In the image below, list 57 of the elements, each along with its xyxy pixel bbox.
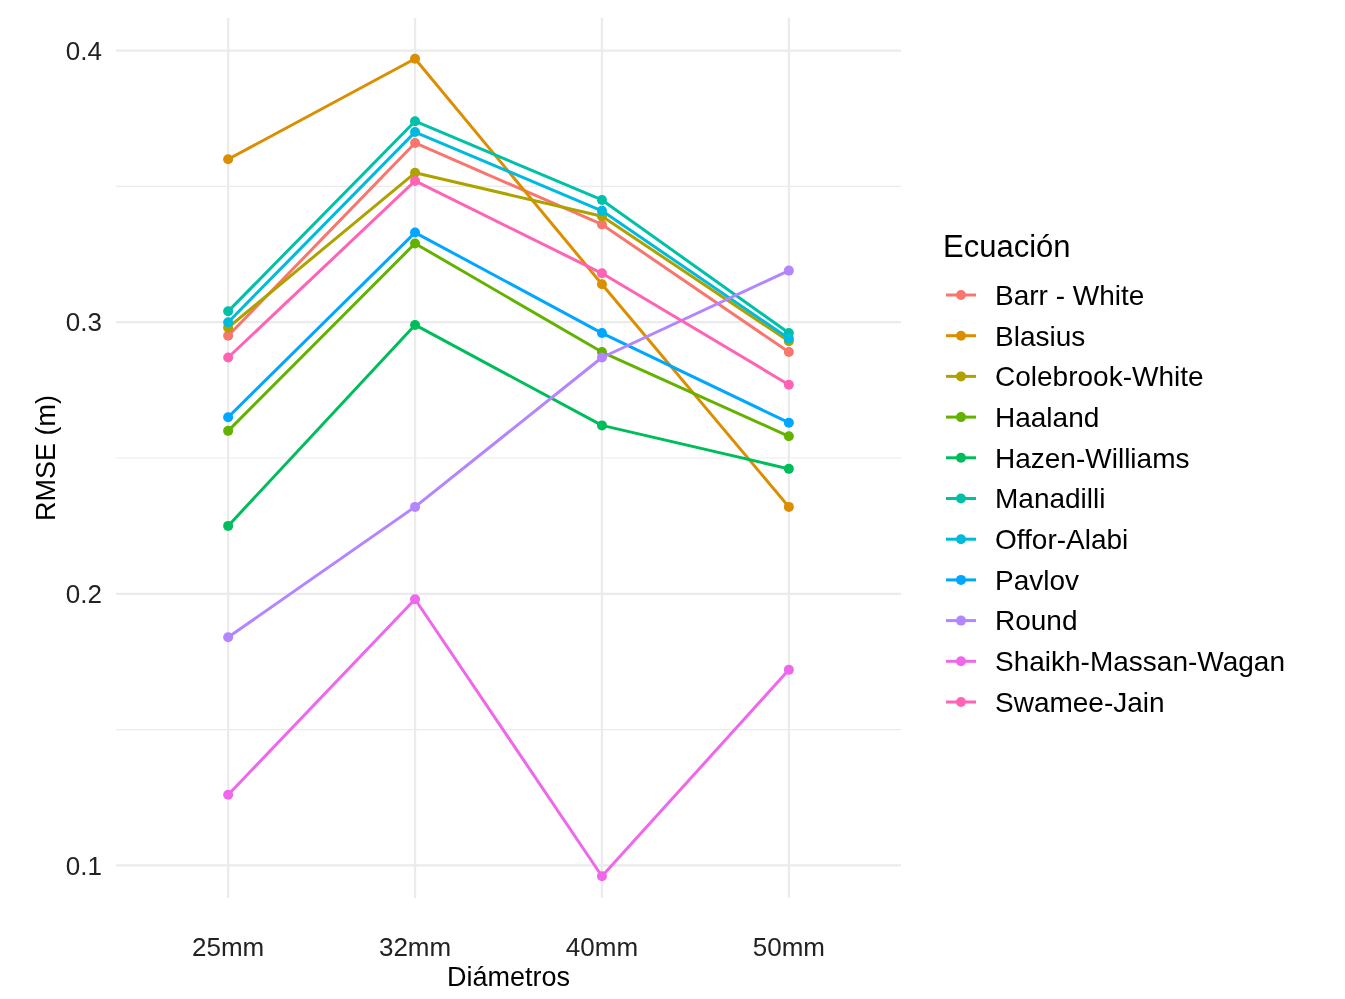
legend-label: Colebrook-White (995, 361, 1204, 393)
legend-label: Round (995, 605, 1078, 637)
point (410, 594, 421, 605)
y-axis-title: RMSE (m) (31, 395, 62, 521)
point (410, 137, 421, 148)
point (223, 632, 234, 643)
legend-label: Pavlov (995, 564, 1080, 596)
legend-label: Barr - White (995, 279, 1145, 311)
point (783, 664, 794, 675)
point (223, 520, 234, 531)
y-tick-label: 0.2 (65, 578, 102, 609)
point (596, 352, 607, 363)
point (783, 347, 794, 358)
point (410, 175, 421, 186)
point (410, 127, 421, 138)
point (223, 154, 234, 165)
point (410, 53, 421, 64)
x-tick-label: 32mm (378, 932, 452, 962)
point (783, 463, 794, 474)
point (410, 319, 421, 330)
y-tick-label: 0.1 (65, 850, 102, 881)
point (223, 352, 234, 363)
point (783, 431, 794, 442)
point (596, 194, 607, 205)
point (783, 265, 794, 276)
legend-label: Manadilli (995, 483, 1106, 515)
point (596, 871, 607, 882)
x-axis-title: Diámetros (446, 962, 571, 992)
point (223, 425, 234, 436)
point (410, 227, 421, 238)
y-tick-label: 0.3 (65, 307, 102, 338)
x-tick-label: 25mm (192, 932, 265, 962)
point (596, 205, 607, 216)
point (410, 238, 421, 249)
y-tick-label: 0.4 (65, 35, 102, 66)
point (596, 279, 607, 290)
point (596, 420, 607, 431)
x-tick-label: 40mm (565, 932, 639, 962)
point (596, 328, 607, 339)
point (410, 116, 421, 127)
point (223, 317, 234, 328)
point (783, 417, 794, 428)
legend-label: Haaland (995, 401, 1100, 433)
point (410, 501, 421, 512)
point (783, 501, 794, 512)
legend-label: Blasius (995, 320, 1086, 352)
legend-label: Shaikh-Massan-Wagan (995, 646, 1285, 678)
legend-title: Ecuación (943, 229, 1071, 264)
x-tick-label: 50mm (752, 932, 825, 962)
legend-label: Offor-Alabi (995, 524, 1129, 555)
point (596, 268, 607, 279)
point (223, 306, 234, 317)
point (223, 789, 234, 800)
legend-label: Hazen-Williams (995, 442, 1190, 474)
legend-label: Swamee-Jain (995, 686, 1165, 718)
point (783, 379, 794, 390)
point (223, 412, 234, 423)
